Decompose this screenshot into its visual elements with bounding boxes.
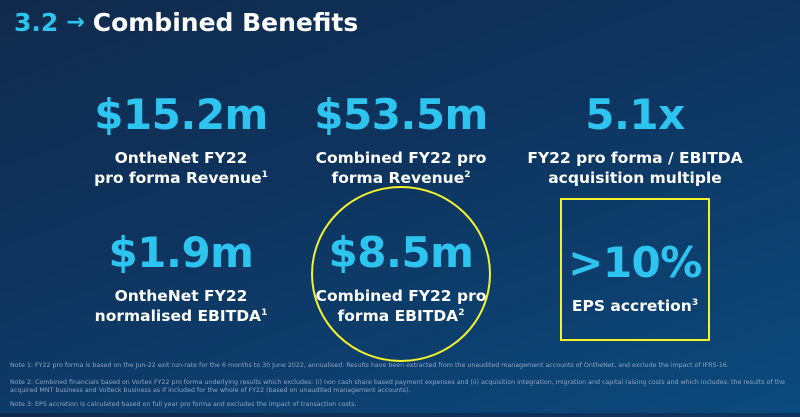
metric-label-line2: acquisition multiple: [548, 169, 722, 188]
metric-label: Combined FY22 pro forma Revenue2: [286, 148, 516, 188]
metric-value: $8.5m: [328, 228, 474, 277]
section-number: 3.2: [14, 8, 59, 37]
footnote-3: Note 3: EPS accretion is calculated base…: [10, 400, 357, 408]
metric-label-line1: FY22 pro forma / EBITDA: [527, 149, 743, 167]
metric-label: OntheNet FY22 normalised EBITDA1: [66, 286, 296, 326]
metric-label-line2: forma Revenue: [331, 169, 465, 188]
metric-eps-accretion: >10% EPS accretion3: [520, 242, 750, 316]
footnotes: Note 1: FY22 pro forma is based on the J…: [10, 362, 790, 417]
metric-label-line2: normalised EBITDA: [94, 307, 262, 326]
metric-label: OntheNet FY22 pro forma Revenue1: [66, 148, 296, 188]
footnote-marker: 3: [691, 297, 699, 308]
metric-value: $1.9m: [108, 228, 254, 277]
metric-onthenet-revenue: $15.2m OntheNet FY22 pro forma Revenue1: [66, 94, 296, 188]
footnote-marker: 2: [458, 307, 465, 318]
metric-label: Combined FY22 pro forma EBITDA2: [286, 286, 516, 326]
metric-combined-revenue: $53.5m Combined FY22 pro forma Revenue2: [286, 94, 516, 188]
slide-header: 3.2 → Combined Benefits: [14, 8, 358, 37]
metric-value: $15.2m: [94, 90, 268, 139]
slide-title: Combined Benefits: [92, 8, 359, 37]
metric-value: >10%: [568, 238, 702, 287]
highlight-circle: [311, 186, 491, 362]
metric-label: EPS accretion3: [520, 296, 750, 316]
metric-label-line1: Combined FY22 pro: [315, 287, 487, 305]
metric-label-line2: forma EBITDA: [337, 307, 459, 326]
metric-label: FY22 pro forma / EBITDA acquisition mult…: [520, 148, 750, 188]
metric-acquisition-multiple: 5.1x FY22 pro forma / EBITDA acquisition…: [520, 94, 750, 188]
metric-combined-ebitda: $8.5m Combined FY22 pro forma EBITDA2: [286, 232, 516, 326]
highlight-box: [560, 198, 710, 341]
metric-label-line1: Combined FY22 pro: [315, 149, 487, 167]
metric-label-line1: OntheNet FY22: [114, 149, 248, 167]
metric-value: 5.1x: [585, 90, 685, 139]
metric-label-line1: EPS accretion: [571, 297, 692, 315]
footnote-marker: 1: [261, 169, 268, 180]
footnote-1: Note 1: FY22 pro forma is based on the J…: [10, 362, 729, 369]
footnote-2: Note 2: Combined financials based on Vor…: [10, 378, 785, 394]
metric-onthenet-ebitda: $1.9m OntheNet FY22 normalised EBITDA1: [66, 232, 296, 326]
footnote-marker: 1: [261, 307, 268, 318]
metric-label-line1: OntheNet FY22: [114, 287, 248, 305]
metric-label-line2: pro forma Revenue: [94, 169, 262, 188]
metric-value: $53.5m: [314, 90, 488, 139]
footnote-marker: 2: [464, 169, 471, 180]
arrow-right-icon: →: [66, 10, 85, 35]
